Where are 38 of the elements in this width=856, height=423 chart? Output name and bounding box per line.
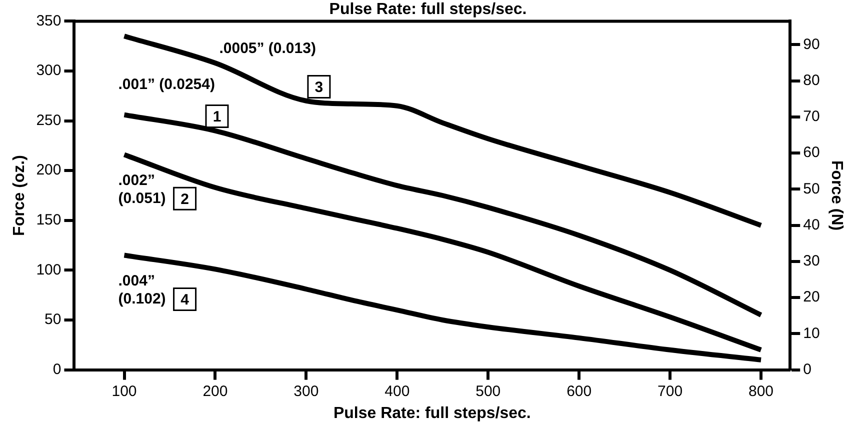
annotation: .002” (0.051) xyxy=(118,172,166,207)
x-tick-label: 700 xyxy=(658,382,683,400)
y2-axis-title: Force (N) xyxy=(828,160,845,231)
x-tick-label: 800 xyxy=(748,382,774,400)
y-tick-label: 200 xyxy=(36,162,62,179)
y-axis-title: Force (oz.) xyxy=(11,155,28,236)
y2-tick-label: 70 xyxy=(803,108,820,126)
series-label: 4 xyxy=(180,291,190,308)
y2-tick-label: 90 xyxy=(803,36,820,53)
x-tick-label: 200 xyxy=(202,382,228,400)
annotation: .0005” (0.013) xyxy=(219,40,316,58)
y2-tick-label: 50 xyxy=(803,180,820,198)
y-tick-label: 0 xyxy=(52,360,62,378)
series-label: 3 xyxy=(314,78,324,96)
y2-tick-label: 30 xyxy=(803,252,820,270)
y-tick-label: 350 xyxy=(36,12,62,30)
x-tick-label: 100 xyxy=(112,382,137,400)
series-label: 2 xyxy=(180,190,189,208)
y2-tick-label: 80 xyxy=(803,72,820,89)
annotation: .001” (0.0254) xyxy=(118,76,215,93)
y-tick-label: 250 xyxy=(36,112,62,129)
y-tick-label: 50 xyxy=(44,311,62,328)
y2-tick-label: 40 xyxy=(803,216,820,234)
x-tick-label: 400 xyxy=(384,382,410,400)
y2-tick-label: 10 xyxy=(803,324,820,342)
x-tick-label: 600 xyxy=(566,382,592,400)
x-tick-label: 500 xyxy=(476,382,501,400)
y-tick-label: 150 xyxy=(36,212,62,229)
y-tick-label: 300 xyxy=(36,62,62,80)
y2-tick-label: 0 xyxy=(803,360,812,378)
annotation: .004” (0.102) xyxy=(118,272,166,308)
y2-tick-label: 20 xyxy=(803,288,820,306)
series-label: 1 xyxy=(212,108,222,126)
y-tick-label: 100 xyxy=(36,261,62,278)
x-tick-label: 300 xyxy=(294,382,319,400)
y2-tick-label: 60 xyxy=(803,144,820,162)
x-axis-title: Pulse Rate: full steps/sec. xyxy=(333,404,531,422)
chart-title: Pulse Rate: full steps/sec. xyxy=(329,1,527,18)
